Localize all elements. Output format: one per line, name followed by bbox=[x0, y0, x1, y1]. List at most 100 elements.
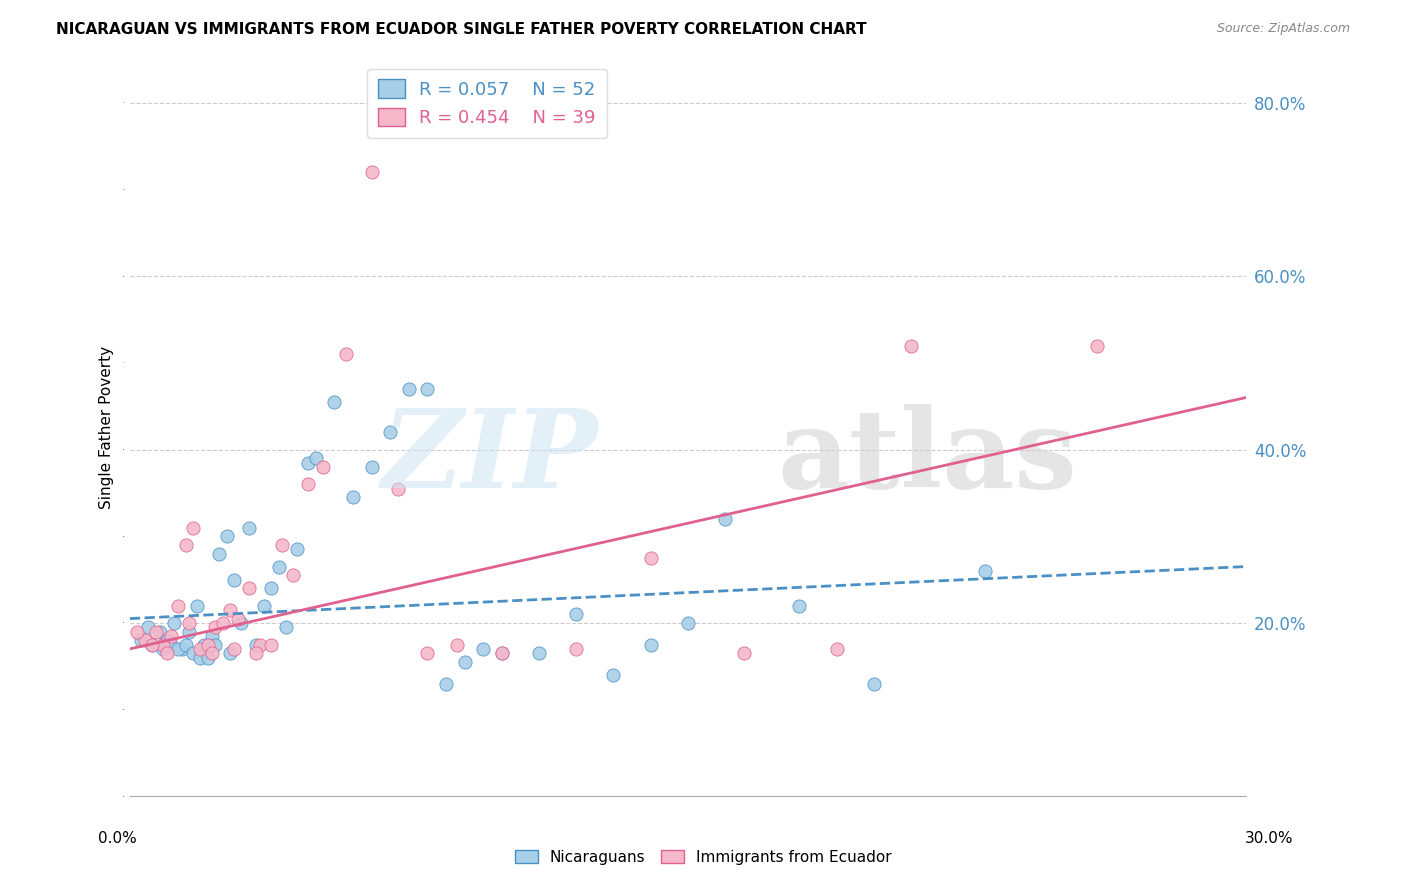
Point bbox=[170, 641, 193, 656]
Point bbox=[174, 638, 197, 652]
Point bbox=[163, 615, 186, 630]
Text: 0.0%: 0.0% bbox=[98, 831, 138, 846]
Legend: R = 0.057    N = 52, R = 0.454    N = 39: R = 0.057 N = 52, R = 0.454 N = 39 bbox=[367, 69, 607, 138]
Point bbox=[789, 599, 811, 613]
Point bbox=[335, 347, 357, 361]
Point bbox=[167, 641, 190, 656]
Point bbox=[167, 599, 190, 613]
Point bbox=[127, 624, 149, 639]
Point bbox=[204, 620, 226, 634]
Point bbox=[565, 641, 588, 656]
Point bbox=[416, 646, 439, 660]
Legend: Nicaraguans, Immigrants from Ecuador: Nicaraguans, Immigrants from Ecuador bbox=[509, 844, 897, 871]
Point bbox=[491, 646, 513, 660]
Point bbox=[862, 676, 884, 690]
Point bbox=[159, 629, 181, 643]
Point bbox=[145, 624, 167, 639]
Point bbox=[640, 550, 662, 565]
Point bbox=[305, 451, 328, 466]
Point bbox=[193, 638, 215, 652]
Point bbox=[297, 477, 319, 491]
Point bbox=[342, 490, 364, 504]
Point bbox=[215, 529, 238, 543]
Point bbox=[179, 624, 201, 639]
Point bbox=[974, 564, 997, 578]
Point bbox=[360, 459, 382, 474]
Point bbox=[527, 646, 550, 660]
Point bbox=[434, 676, 457, 690]
Point bbox=[222, 641, 245, 656]
Point bbox=[271, 538, 294, 552]
Point bbox=[138, 620, 160, 634]
Point bbox=[380, 425, 402, 440]
Point bbox=[201, 646, 224, 660]
Text: 30.0%: 30.0% bbox=[1246, 831, 1294, 846]
Point bbox=[152, 638, 174, 652]
Point bbox=[231, 615, 253, 630]
Point bbox=[219, 603, 242, 617]
Point bbox=[179, 615, 201, 630]
Point bbox=[245, 646, 267, 660]
Point bbox=[190, 641, 212, 656]
Point bbox=[283, 568, 305, 582]
Point bbox=[156, 646, 179, 660]
Point bbox=[398, 382, 420, 396]
Point bbox=[312, 459, 335, 474]
Point bbox=[226, 611, 249, 625]
Point bbox=[714, 512, 737, 526]
Point bbox=[141, 638, 163, 652]
Point bbox=[211, 615, 233, 630]
Point bbox=[602, 668, 624, 682]
Point bbox=[197, 650, 219, 665]
Point bbox=[219, 646, 242, 660]
Point bbox=[274, 620, 297, 634]
Point bbox=[222, 573, 245, 587]
Point bbox=[201, 629, 224, 643]
Point bbox=[152, 641, 174, 656]
Point bbox=[148, 624, 170, 639]
Point bbox=[174, 538, 197, 552]
Point bbox=[323, 395, 346, 409]
Point bbox=[1085, 338, 1108, 352]
Point bbox=[825, 641, 848, 656]
Point bbox=[260, 581, 283, 595]
Point bbox=[245, 638, 267, 652]
Point bbox=[676, 615, 699, 630]
Point bbox=[156, 633, 179, 648]
Point bbox=[416, 382, 439, 396]
Point bbox=[197, 638, 219, 652]
Point bbox=[159, 638, 181, 652]
Point bbox=[238, 520, 260, 534]
Point bbox=[129, 633, 152, 648]
Point bbox=[260, 638, 283, 652]
Point bbox=[285, 542, 308, 557]
Point bbox=[297, 456, 319, 470]
Point bbox=[249, 638, 271, 652]
Point bbox=[181, 646, 204, 660]
Point bbox=[186, 599, 208, 613]
Point bbox=[472, 641, 495, 656]
Point bbox=[360, 165, 382, 179]
Point bbox=[190, 650, 212, 665]
Point bbox=[446, 638, 468, 652]
Text: ZIP: ZIP bbox=[382, 403, 599, 511]
Point bbox=[491, 646, 513, 660]
Y-axis label: Single Father Poverty: Single Father Poverty bbox=[100, 346, 114, 509]
Point bbox=[253, 599, 276, 613]
Text: atlas: atlas bbox=[778, 404, 1077, 511]
Point bbox=[733, 646, 755, 660]
Point bbox=[238, 581, 260, 595]
Text: NICARAGUAN VS IMMIGRANTS FROM ECUADOR SINGLE FATHER POVERTY CORRELATION CHART: NICARAGUAN VS IMMIGRANTS FROM ECUADOR SI… bbox=[56, 22, 868, 37]
Point bbox=[141, 638, 163, 652]
Point bbox=[181, 520, 204, 534]
Point bbox=[640, 638, 662, 652]
Text: Source: ZipAtlas.com: Source: ZipAtlas.com bbox=[1216, 22, 1350, 36]
Point bbox=[387, 482, 409, 496]
Point bbox=[267, 559, 290, 574]
Point bbox=[134, 633, 156, 648]
Point bbox=[453, 655, 475, 669]
Point bbox=[900, 338, 922, 352]
Point bbox=[204, 638, 226, 652]
Point bbox=[208, 547, 231, 561]
Point bbox=[565, 607, 588, 622]
